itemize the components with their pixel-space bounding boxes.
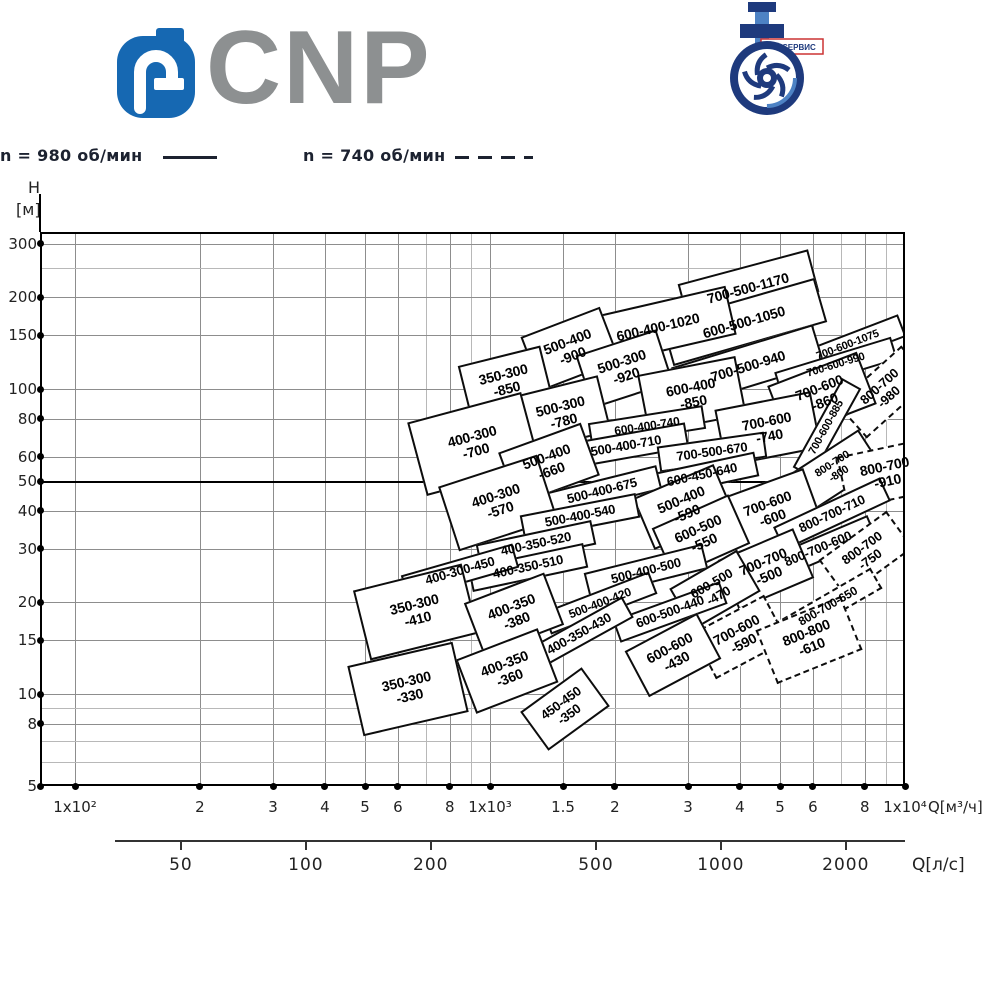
- x-tick-label: 2: [610, 798, 620, 816]
- y-tick-label: 50: [17, 472, 37, 490]
- ls-axis-line: [115, 840, 905, 842]
- gridline-h-minor: [40, 741, 905, 743]
- x-tick-label: 2: [195, 798, 205, 816]
- x-axis-unit-m3h: Q[м³/ч]: [928, 798, 983, 816]
- legend-line-dashed-sample: [455, 156, 533, 159]
- x-tick-label: 1x10⁴: [883, 798, 927, 816]
- gridline-h: [40, 640, 905, 642]
- gridline-v: [365, 232, 367, 786]
- gridline-v: [397, 232, 399, 786]
- x-tick-label: 1x10²: [53, 798, 97, 816]
- ls-tick-mark: [179, 840, 182, 850]
- x-tick-label: 1x10³: [468, 798, 512, 816]
- gridline-h: [40, 243, 905, 245]
- ls-tick-label: 50: [169, 855, 193, 875]
- y-tick-label: 80: [17, 409, 37, 428]
- y-axis-line: [39, 194, 41, 232]
- legend-item-740: n = 740 об/мин: [303, 146, 446, 165]
- ls-tick-mark: [844, 840, 847, 850]
- gridline-h: [40, 548, 905, 550]
- y-axis-unit: [м]: [16, 200, 41, 219]
- ls-tick-mark: [304, 840, 307, 850]
- y-tick-label: 150: [8, 326, 37, 345]
- x-tick-label: 4: [320, 798, 330, 816]
- pump-region: [352, 563, 480, 661]
- y-tick-label: 10: [17, 685, 37, 704]
- y-tick-label: 200: [8, 288, 37, 307]
- gridline-h: [40, 335, 905, 337]
- gridline-v: [324, 232, 326, 786]
- y-axis-title: H: [28, 178, 41, 197]
- x-tick-label: 1.5: [551, 798, 575, 816]
- service-logo: НС СЕРВИС: [695, 2, 827, 117]
- x-tick-label: 5: [360, 798, 370, 816]
- x-tick-label: 3: [683, 798, 693, 816]
- gridline-v-minor: [886, 232, 887, 786]
- x-axis-unit-ls: Q[л/с]: [912, 855, 965, 875]
- ls-tick-label: 100: [288, 855, 324, 875]
- plot-area: [40, 232, 905, 786]
- ls-tick-mark: [594, 840, 597, 850]
- gridline-h: [40, 723, 905, 725]
- ls-tick-label: 2000: [822, 855, 870, 875]
- gridline-v: [199, 232, 201, 786]
- cnp-logo-icon: [116, 28, 196, 118]
- ls-tick-label: 200: [413, 855, 449, 875]
- ls-tick-mark: [719, 840, 722, 850]
- x-tick-label: 5: [775, 798, 785, 816]
- gridline-v: [273, 232, 274, 786]
- y-tick-label: 300: [8, 234, 37, 253]
- legend-item-980: n = 980 об/мин: [0, 146, 143, 165]
- y-tick-label: 40: [17, 501, 37, 520]
- y-tick-label: 100: [8, 380, 37, 399]
- y-tick-label: 30: [17, 539, 37, 558]
- gridline-h-minor: [40, 267, 905, 269]
- x-tick-label: 3: [268, 798, 278, 816]
- x-tick-label: 8: [445, 798, 455, 816]
- x-tick-label: 6: [808, 798, 818, 816]
- y-tick-label: 15: [17, 631, 37, 650]
- y-tick-label: 60: [17, 447, 37, 466]
- y-tick-label: 8: [27, 714, 37, 733]
- service-logo-label: НС СЕРВИС: [768, 43, 816, 52]
- y-tick-label: 20: [17, 593, 37, 612]
- gridline-h-minor: [40, 761, 905, 763]
- x-tick-label: 4: [735, 798, 745, 816]
- ls-tick-mark: [429, 840, 432, 850]
- ls-tick-label: 500: [578, 855, 614, 875]
- gridline-v: [75, 232, 76, 786]
- gridline-v-minor: [425, 232, 427, 786]
- ls-tick-label: 1000: [697, 855, 745, 875]
- x-tick-label: 6: [393, 798, 403, 816]
- cnp-logo-text: CNP: [206, 10, 432, 126]
- gridline-h: [40, 297, 905, 299]
- x-tick-label: 8: [860, 798, 870, 816]
- gridline-h-minor: [40, 708, 905, 710]
- y-tick-label: 5: [27, 777, 37, 795]
- legend-line-solid-sample: [163, 156, 217, 159]
